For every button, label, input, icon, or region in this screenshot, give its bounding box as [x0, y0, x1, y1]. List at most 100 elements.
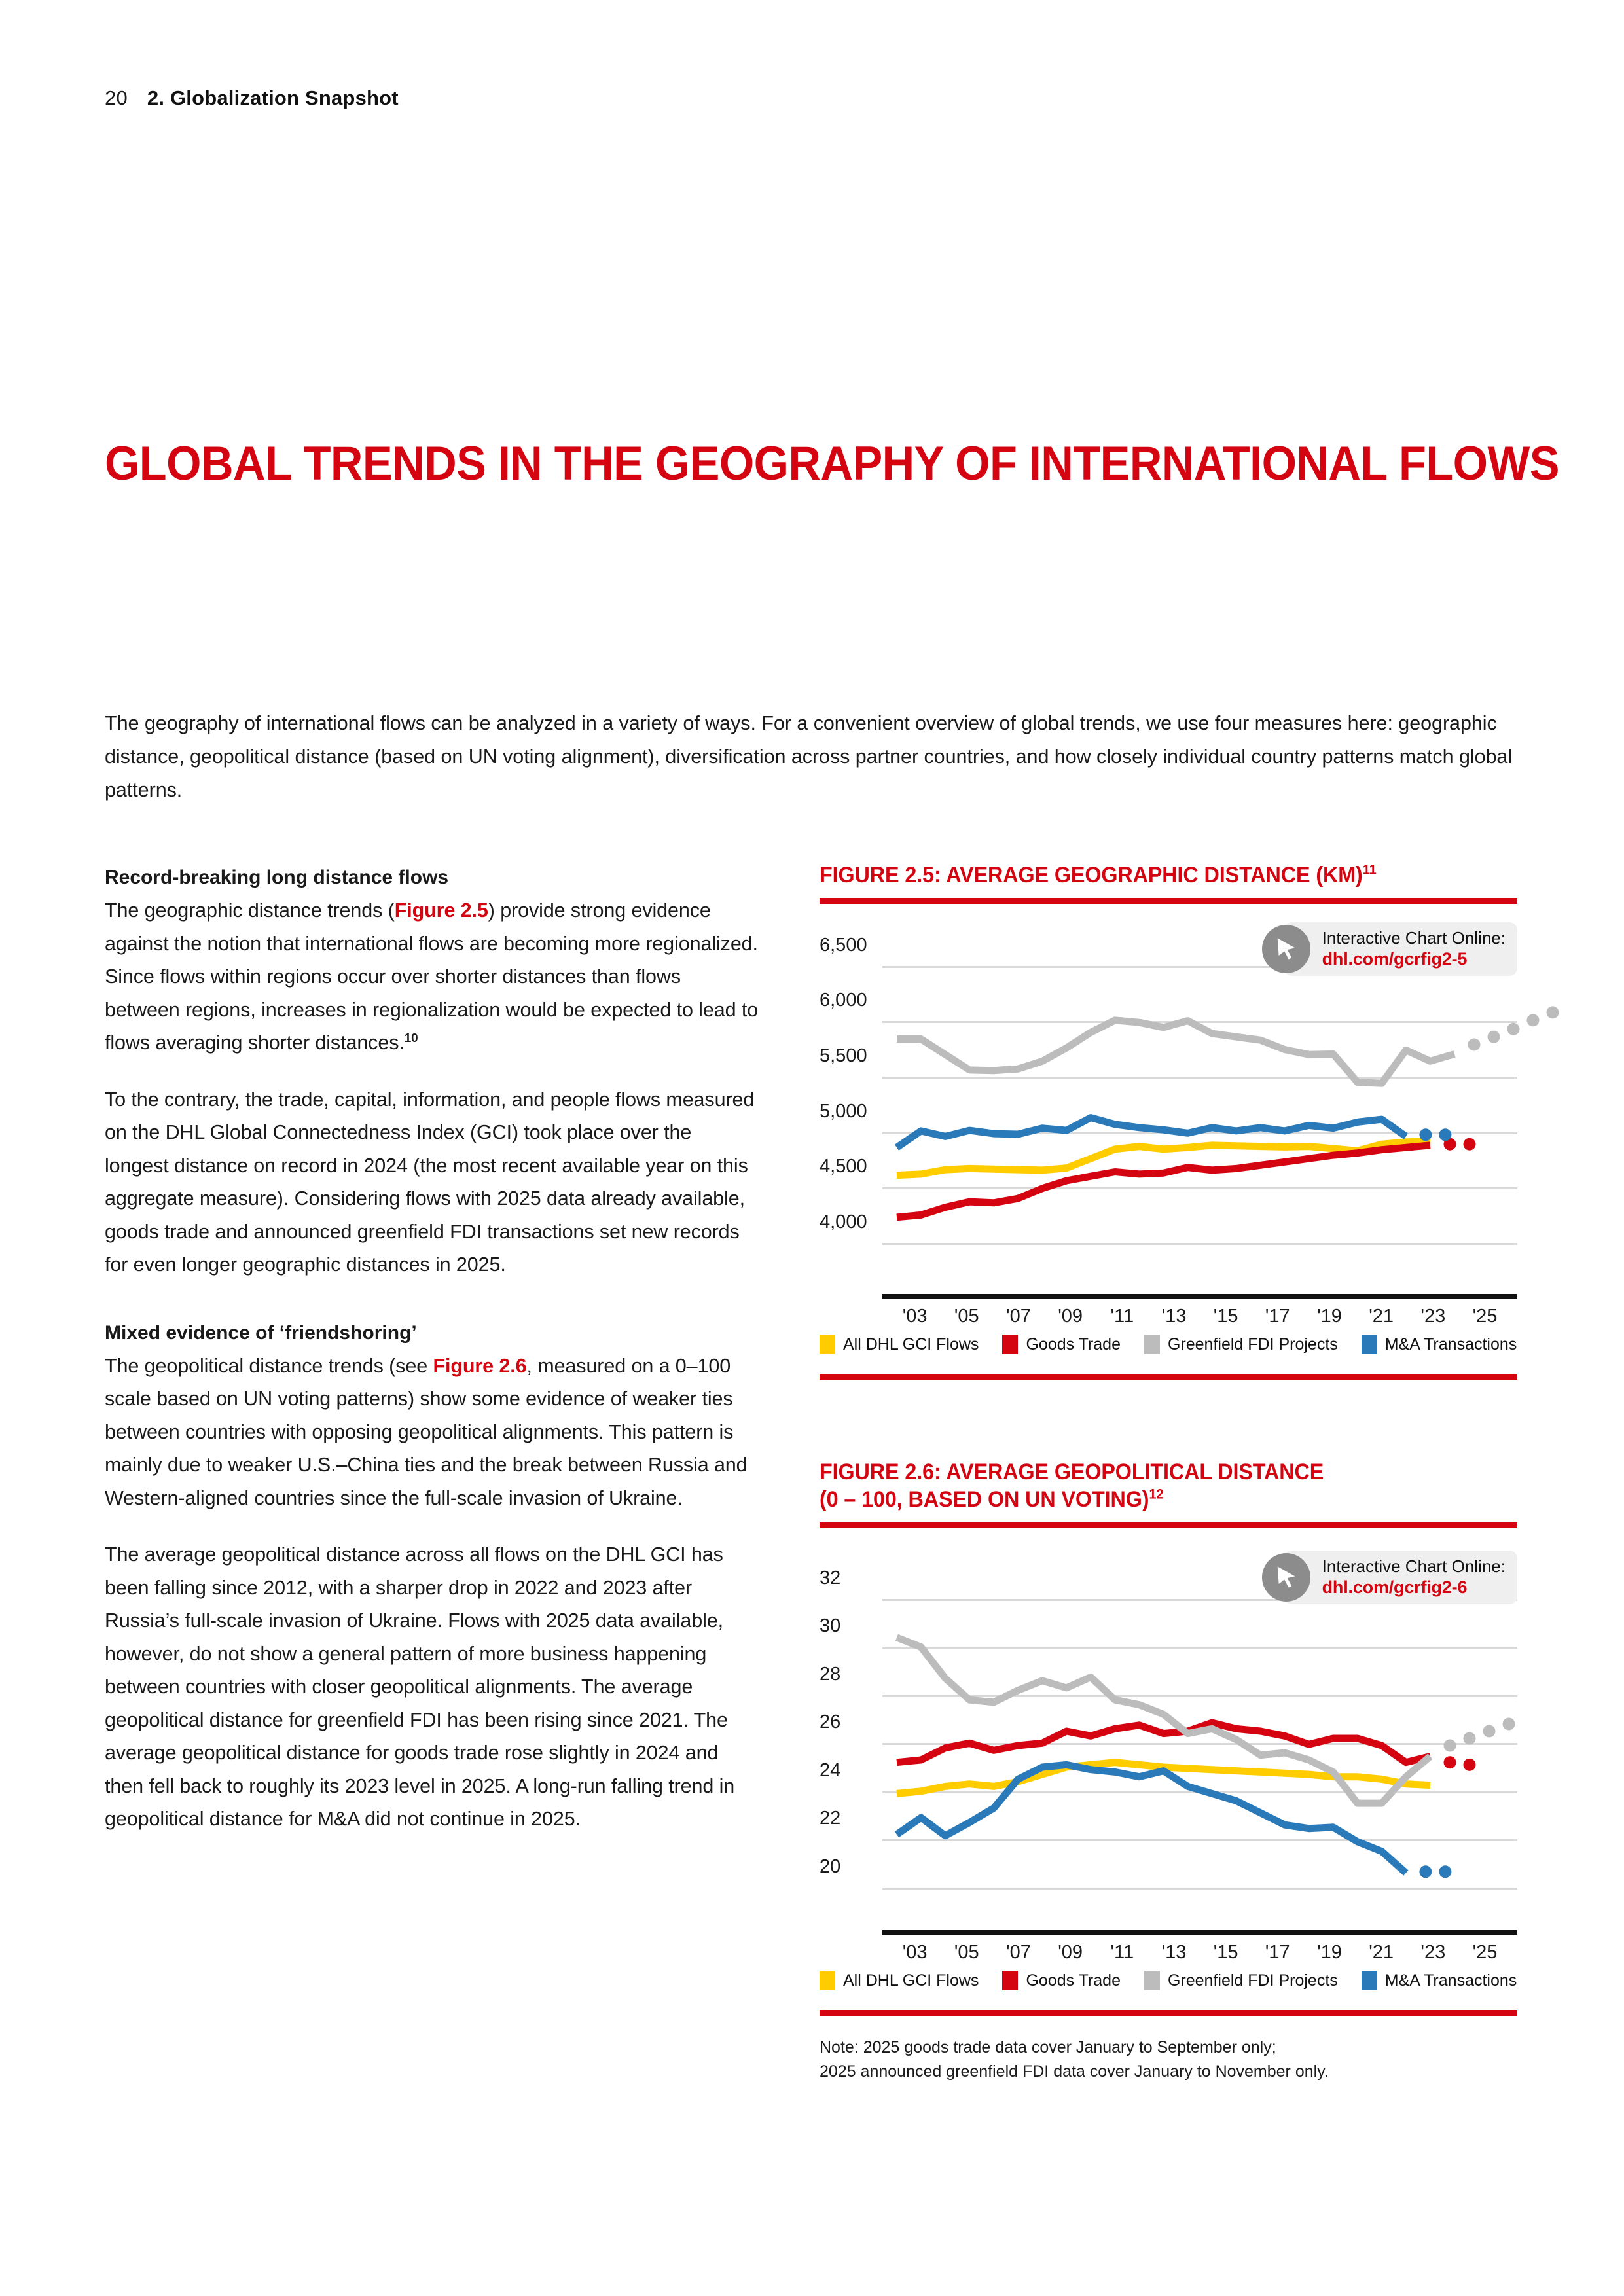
gridline: [882, 1077, 1517, 1079]
forecast-dot: [1419, 1128, 1432, 1141]
forecast-dot: [1463, 1138, 1476, 1151]
x-axis-tick-label: '05: [954, 1942, 979, 1963]
legend-item[interactable]: M&A Transactions: [1361, 1335, 1517, 1354]
series-line: [896, 1719, 1432, 1767]
para3-part-a: The geopolitical distance trends (see: [105, 1354, 433, 1377]
legend-item[interactable]: All DHL GCI Flows: [820, 1971, 979, 1990]
badge-url-2-5[interactable]: dhl.com/gcrfig2-5: [1322, 949, 1468, 969]
y-axis-tick-label: 5,000: [820, 1100, 867, 1122]
gridline: [882, 965, 1517, 968]
x-axis-tick-label: '15: [1213, 1942, 1238, 1963]
cursor-arrow-icon: [1261, 1553, 1310, 1602]
x-axis-tick-label: '09: [1058, 1306, 1083, 1327]
interactive-chart-badge-2-5[interactable]: Interactive Chart Online: dhl.com/gcrfig…: [1261, 922, 1517, 976]
figure-2-5-reference[interactable]: Figure 2.5: [394, 899, 488, 922]
figure-2-5-plot: 4,000 4,500 5,000 5,500 6,000 6,500'03'05'07 '…: [820, 904, 1559, 1362]
gridline: [882, 1695, 1517, 1697]
x-axis-line: [882, 1930, 1517, 1935]
legend-label: All DHL GCI Flows: [843, 1971, 979, 1990]
series-line: [894, 1761, 1409, 1876]
legend-item[interactable]: Goods Trade: [1002, 1971, 1121, 1990]
gridline: [882, 1242, 1517, 1245]
gridline: [882, 1839, 1517, 1842]
figure-2-5: Interactive Chart Online: dhl.com/gcrfig…: [820, 904, 1559, 1362]
column-spacer: [105, 1282, 761, 1317]
forecast-dot: [1468, 1038, 1481, 1051]
gridline: [882, 1599, 1517, 1602]
legend-swatch: [1002, 1971, 1019, 1990]
y-axis-tick-label: 32: [820, 1568, 841, 1589]
figure-2-5-bottom-rule: [820, 1374, 1517, 1380]
x-axis-tick-label: '13: [1161, 1942, 1187, 1963]
legend-item[interactable]: M&A Transactions: [1361, 1971, 1517, 1990]
para3-part-b: , measured on a 0–100 scale based on UN …: [105, 1354, 748, 1509]
figure-2-6-reference[interactable]: Figure 2.6: [433, 1354, 527, 1377]
gridline: [882, 1021, 1517, 1024]
footnote-12: 12: [1149, 1486, 1164, 1502]
y-axis-tick-label: 20: [820, 1856, 841, 1877]
note-line-2: 2025 announced greenfield FDI data cover…: [820, 2062, 1329, 2081]
forecast-dot: [1483, 1725, 1496, 1738]
series-line: [895, 1634, 1433, 1807]
y-axis-tick-label: 28: [820, 1663, 841, 1685]
figure-2-6-plot: 20 22 24 26 28 30 32 '03 '05 '07 '09 '11 '13 '15 '17 '1…: [820, 1528, 1517, 1998]
forecast-dot: [1439, 1865, 1452, 1878]
legend-label: Greenfield FDI Projects: [1167, 1335, 1338, 1354]
figure-2-5-title-rule: [820, 898, 1517, 904]
paragraph-geopolitical-trends: The geopolitical distance trends (see Fi…: [105, 1350, 761, 1515]
y-axis-tick-label: 4,000: [820, 1211, 867, 1232]
legend-item[interactable]: All DHL GCI Flows: [820, 1335, 979, 1354]
x-axis-tick-label: '25: [1472, 1942, 1498, 1963]
legend-label: M&A Transactions: [1384, 1335, 1517, 1354]
legend-swatch: [1002, 1335, 1019, 1354]
x-axis-tick-label: '23: [1420, 1942, 1446, 1963]
forecast-dot: [1526, 1014, 1540, 1027]
chart-legend: All DHL GCI Flows Goods Trade Greenfield F…: [820, 1971, 1517, 1990]
figure-note: Note: 2025 goods trade data cover Januar…: [820, 2036, 1517, 2084]
legend-label: M&A Transactions: [1384, 1971, 1517, 1990]
y-axis-tick-label: 30: [820, 1615, 841, 1637]
figure-2-6: Interactive Chart Online: dhl.com/gcrfig…: [820, 1528, 1517, 1998]
figure-2-6-title: FIGURE 2.6: AVERAGE GEOPOLITICAL DISTANC…: [820, 1458, 1483, 1513]
interactive-chart-badge-2-6[interactable]: Interactive Chart Online: dhl.com/gcrfig…: [1261, 1551, 1517, 1604]
legend-item[interactable]: Greenfield FDI Projects: [1144, 1335, 1338, 1354]
badge-label-2-6: Interactive Chart Online:: [1322, 1556, 1506, 1576]
chart-series-layer: [894, 1634, 1515, 1878]
x-axis-tick-label: '11: [1110, 1306, 1134, 1327]
legend-swatch: [1144, 1971, 1160, 1990]
footnote-10: 10: [404, 1031, 418, 1045]
forecast-dot: [1487, 1030, 1500, 1043]
subheading-record-breaking: Record-breaking long distance flows: [105, 867, 449, 888]
series-line: [896, 1141, 1431, 1221]
x-axis-tick-label: '21: [1369, 1942, 1394, 1963]
figure-2-6-title-line2: (0 – 100, BASED ON UN VOTING): [820, 1487, 1149, 1512]
figure-2-6-bottom-rule: [820, 2010, 1517, 2016]
page-title: GLOBAL TRENDS IN THE GEOGRAPHY OF INTERN…: [105, 437, 1559, 490]
gridline: [882, 1743, 1517, 1746]
x-axis-tick-labels: '03 '05 '07 '09 '11 '13 '15 '17 '19 '21 '23 '25: [889, 1306, 1511, 1327]
legend-item[interactable]: Goods Trade: [1002, 1335, 1121, 1354]
legend-item[interactable]: Greenfield FDI Projects: [1144, 1971, 1338, 1990]
x-axis-tick-label: '19: [1317, 1942, 1342, 1963]
y-axis-tick-label: 26: [820, 1712, 841, 1733]
x-axis-tick-label: '07: [1006, 1306, 1031, 1327]
chart-legend: All DHL GCI Flows Goods Trade Greenfield F…: [820, 1335, 1517, 1354]
y-axis-tick-label: 6,000: [820, 990, 867, 1011]
para1-part-b: ) provide strong evidence against the no…: [105, 899, 759, 1054]
badge-url-2-6[interactable]: dhl.com/gcrfig2-6: [1322, 1577, 1468, 1598]
forecast-dot: [1443, 1739, 1456, 1752]
legend-swatch: [1144, 1335, 1160, 1354]
intro-paragraph: The geography of international flows can…: [105, 712, 1513, 801]
figure-2-5-title-text: FIGURE 2.5: AVERAGE GEOGRAPHIC DISTANCE …: [820, 863, 1363, 888]
series-line: [894, 1114, 1409, 1151]
legend-swatch: [820, 1335, 835, 1354]
figure-gap: [820, 1380, 1517, 1458]
forecast-dot: [1546, 1006, 1559, 1019]
forecast-dot: [1502, 1717, 1515, 1731]
forecast-dot: [1439, 1128, 1452, 1141]
badge-label-2-5: Interactive Chart Online:: [1322, 927, 1506, 948]
legend-label: All DHL GCI Flows: [843, 1335, 979, 1354]
cursor-arrow-icon: [1261, 925, 1310, 973]
x-axis-line: [882, 1294, 1517, 1299]
